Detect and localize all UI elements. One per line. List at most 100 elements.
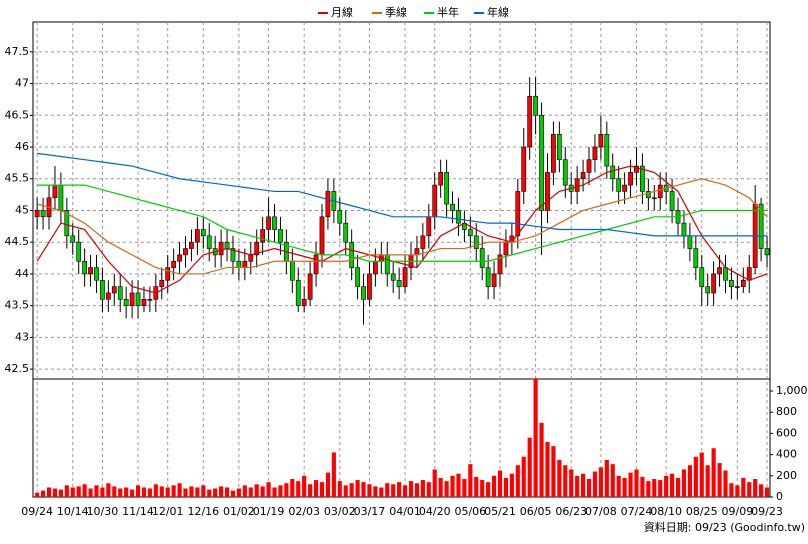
candle-body [497,254,503,275]
candle-body [758,203,764,249]
candle-body [177,254,182,262]
candle-body [200,229,206,237]
candle-body [456,210,461,224]
candle-body [396,279,402,287]
volume-bar [723,470,728,497]
volume-bar [521,456,526,497]
volume-bar [207,489,212,497]
x-tick-label: 11/14 [122,505,154,518]
candle-body [355,267,360,287]
volume-bar [610,464,615,497]
volume-bar [628,472,633,497]
volume-bar [147,488,152,497]
candle-body [586,159,592,173]
legend-label: 年線 [487,5,509,19]
candle-body [105,292,111,300]
volume-bar [260,486,265,497]
volume-bar [337,481,342,497]
volume-bar [545,441,550,497]
volume-bar [604,459,609,497]
volume-bar [717,463,722,497]
x-tick-label: 03/02 [324,505,356,518]
candle-body [135,292,141,306]
candle-body [717,267,722,275]
volume-bar [450,475,455,497]
volume-bar [52,488,58,497]
x-tick-label: 10/14 [57,505,89,518]
candle-body [556,134,562,161]
candle-body [171,260,177,268]
candle-body [420,235,426,249]
volume-bar [675,477,681,497]
volume-bar [308,484,313,497]
x-tick-label: 03/17 [354,505,386,518]
volume-bar [563,465,568,497]
volume-bar [284,483,289,497]
volume-bar [408,481,414,497]
volume-bar [118,488,123,497]
volume-bar [557,459,562,497]
volume-bar [130,489,135,497]
candle-body [740,279,746,287]
candle-body [533,95,538,116]
volume-bar [759,484,764,497]
y-tick-label: 44.5 [5,235,30,248]
volume-bar [278,485,283,497]
volume-bar [509,473,514,497]
candle-body [254,241,260,256]
volume-bar [35,492,40,497]
candle-body [129,292,135,306]
volume-bar [729,483,734,497]
volume-bar [474,476,479,497]
candle-body [278,229,283,243]
candle-body [645,191,651,199]
volume-bar [290,478,295,497]
volume-bar [569,469,574,497]
x-tick-label: 07/08 [585,505,617,518]
volume-bar [195,487,200,497]
volume-bar [420,480,425,497]
volume-bar [491,475,497,497]
y2-tick-label: 0 [776,490,783,503]
volume-bar [444,481,449,497]
volume-bar [361,482,366,497]
volume-bar [349,483,354,497]
volume-bar [735,485,740,497]
volume-bar [100,487,105,497]
candle-body [640,165,645,192]
y-tick-label: 44 [15,267,29,280]
candle-body [165,267,171,281]
x-tick-label: 06/23 [555,505,587,518]
candle-body [111,286,117,294]
x-tick-label: 12/16 [187,505,219,518]
candle-body [669,191,675,211]
volume-bar [497,470,503,497]
volume-bar [343,485,348,497]
volume-bar [236,488,241,497]
volume-bar [355,480,360,497]
candle-body [70,235,76,243]
volume-bar [159,486,164,497]
candle-body [147,299,153,301]
volume-bar [183,488,188,497]
legend-label: 半年 [437,5,459,19]
x-tick-label: 05/21 [484,505,516,518]
y-tick-label: 42.5 [5,362,30,375]
y-tick-label: 47 [15,77,29,90]
candle-body [764,248,770,256]
candle-body [194,229,200,243]
x-tick-label: 09/09 [722,505,754,518]
volume-bar [658,480,663,497]
volume-bar [153,484,158,497]
candle-body [426,216,432,237]
volume-bar [753,478,758,497]
candle-body [343,222,349,243]
volume-bar [135,485,141,497]
candle-body [319,216,325,256]
candle-body [159,279,165,287]
moving-average-line [37,152,768,237]
x-tick-label: 02/03 [288,505,320,518]
volume-bar [426,482,431,497]
volume-bar [331,452,336,497]
volume-bar [189,486,194,497]
